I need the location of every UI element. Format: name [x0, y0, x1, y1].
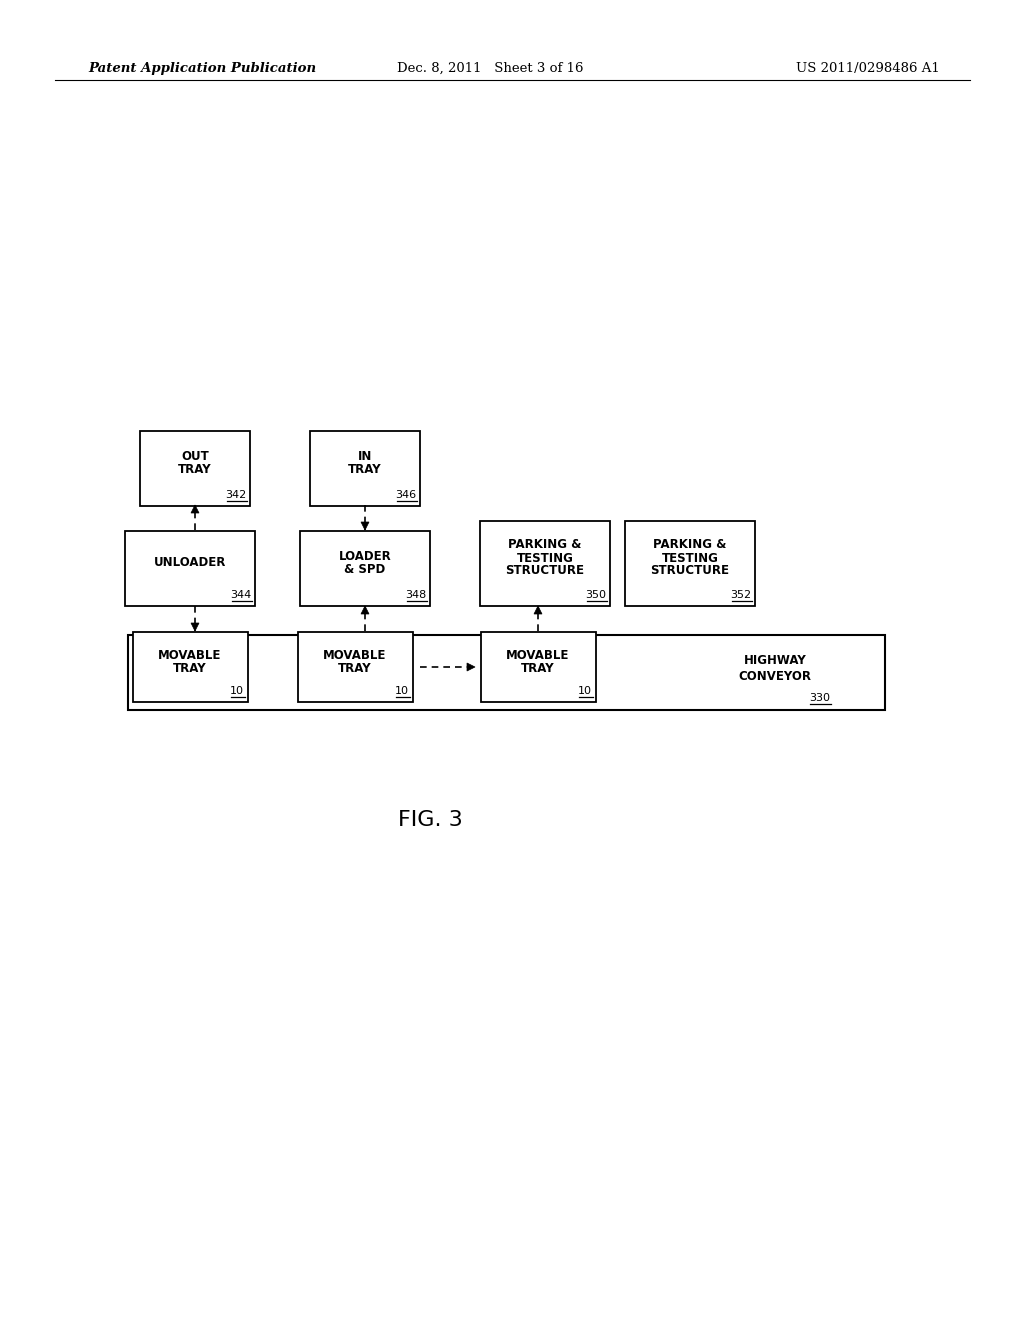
Text: 342: 342 — [224, 490, 246, 499]
Bar — [625, 520, 755, 606]
Text: TRAY: TRAY — [178, 463, 212, 477]
Bar — [480, 520, 610, 606]
Text: PARKING &: PARKING & — [508, 539, 582, 552]
Text: 10: 10 — [578, 686, 592, 696]
Text: HIGHWAY: HIGHWAY — [743, 655, 806, 668]
Text: 344: 344 — [229, 590, 251, 599]
Polygon shape — [361, 606, 369, 614]
Bar — [140, 430, 250, 506]
Text: 10: 10 — [394, 686, 409, 696]
Bar — [310, 430, 420, 506]
Text: TRAY: TRAY — [521, 663, 555, 675]
Text: MOVABLE: MOVABLE — [159, 649, 221, 663]
Text: 10: 10 — [229, 686, 244, 696]
Text: US 2011/0298486 A1: US 2011/0298486 A1 — [797, 62, 940, 75]
Text: TRAY: TRAY — [338, 663, 372, 675]
Text: FIG. 3: FIG. 3 — [397, 810, 463, 830]
Bar — [125, 531, 255, 606]
Polygon shape — [467, 663, 475, 671]
Text: IN: IN — [357, 450, 372, 463]
Bar — [298, 632, 413, 702]
Polygon shape — [191, 506, 199, 513]
Text: PARKING &: PARKING & — [653, 539, 727, 552]
Text: UNLOADER: UNLOADER — [154, 557, 226, 569]
Text: CONVEYOR: CONVEYOR — [738, 671, 811, 684]
Text: MOVABLE: MOVABLE — [506, 649, 569, 663]
Polygon shape — [361, 521, 369, 531]
Polygon shape — [191, 623, 199, 631]
Text: LOADER: LOADER — [339, 550, 391, 564]
Text: 330: 330 — [809, 693, 830, 704]
Text: Patent Application Publication: Patent Application Publication — [88, 62, 316, 75]
Text: TESTING: TESTING — [516, 552, 573, 565]
Text: 348: 348 — [404, 590, 426, 599]
Polygon shape — [534, 606, 542, 614]
Text: MOVABLE: MOVABLE — [324, 649, 387, 663]
Bar — [132, 632, 248, 702]
Bar — [128, 635, 885, 710]
Text: TESTING: TESTING — [662, 552, 719, 565]
Text: TRAY: TRAY — [173, 663, 207, 675]
Text: Dec. 8, 2011   Sheet 3 of 16: Dec. 8, 2011 Sheet 3 of 16 — [396, 62, 584, 75]
Bar — [480, 632, 596, 702]
Text: STRUCTURE: STRUCTURE — [506, 565, 585, 578]
Text: OUT: OUT — [181, 450, 209, 463]
Text: TRAY: TRAY — [348, 463, 382, 477]
Text: & SPD: & SPD — [344, 564, 386, 576]
Text: STRUCTURE: STRUCTURE — [650, 565, 729, 578]
Text: 346: 346 — [395, 490, 416, 499]
Text: 350: 350 — [585, 590, 606, 599]
Bar — [300, 531, 430, 606]
Text: 352: 352 — [730, 590, 751, 599]
